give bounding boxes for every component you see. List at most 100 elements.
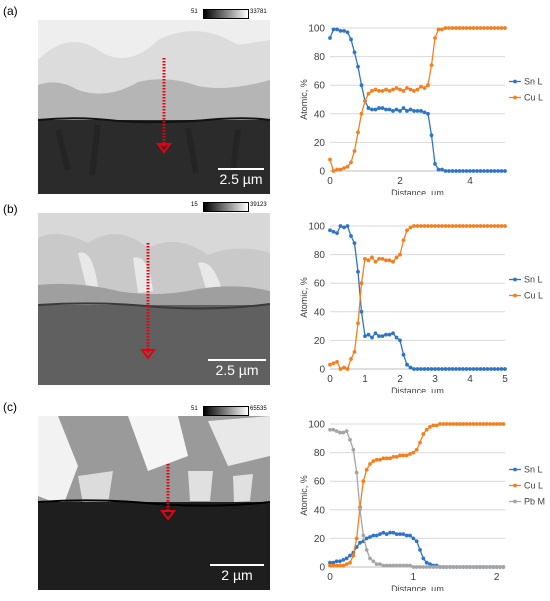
data-point [433,161,437,166]
data-point [471,367,476,371]
legend-marker [513,79,517,84]
data-point [454,224,458,228]
data-point [371,459,376,464]
data-point [373,107,378,112]
data-point [471,169,476,173]
data-point [335,167,339,172]
x-tick-label: 0 [327,374,333,385]
data-point [381,456,386,461]
data-point [349,357,353,361]
data-point [338,224,343,228]
data-point [422,86,427,90]
data-point [426,83,430,88]
data-point [484,422,489,426]
data-point [352,241,357,246]
data-point [354,536,359,541]
data-point [481,565,486,569]
data-point [359,309,364,314]
data-point [401,352,406,357]
legend-marker [513,467,517,472]
y-tick-label: 40 [314,109,326,120]
data-point [436,367,441,371]
data-point [440,167,444,172]
scale-bar: 2.5 µm [208,359,266,378]
data-point [458,565,462,569]
data-point [451,565,456,569]
data-point [434,423,439,428]
data-point [454,422,459,426]
data-point [351,553,356,558]
y-tick-label: 20 [314,138,326,149]
data-point [374,533,379,538]
data-point [492,367,497,371]
data-point [374,457,379,462]
data-point [503,367,507,371]
data-point [404,563,409,568]
data-point [335,27,339,32]
data-point [429,224,434,228]
data-point [461,367,465,371]
arrow-head [160,510,176,521]
data-point [335,231,339,236]
data-point [391,530,396,535]
data-point [328,563,332,568]
data-point [426,224,430,228]
data-point [454,565,459,569]
data-point [501,565,506,569]
data-point [503,224,507,228]
data-point [394,255,399,260]
data-point [348,560,352,565]
data-point [370,335,374,340]
data-point [494,422,499,426]
data-point [426,111,430,116]
data-point [454,26,458,30]
data-point [429,367,434,371]
data-point [358,507,362,512]
y-axis-label: Atomic, % [299,475,309,516]
data-point [482,367,486,371]
data-point [404,533,409,538]
data-point [478,565,482,569]
x-tick-label: 5 [502,374,508,385]
colorbar-max: 39123 [250,202,267,208]
data-point [412,109,416,113]
arrow-head [140,349,156,360]
colorbar-min: 51 [191,406,198,412]
data-point [366,106,371,110]
data-point [450,224,455,228]
data-point [444,565,449,569]
data-point [450,169,455,173]
data-point [328,228,332,233]
x-tick-label: 2 [494,572,500,583]
data-point [366,91,371,96]
data-point [414,565,419,569]
data-point [419,367,423,371]
data-point [352,149,357,153]
legend-label: Pb M [524,497,545,507]
data-point [368,462,372,466]
data-point [356,64,360,69]
data-point [457,367,462,371]
data-point [468,565,472,569]
data-point [401,453,406,458]
panel-c: (c) 51 65535 2 µm 0 20 40 60 80 100 0 1 2 Distanc… [0,396,550,591]
data-point [468,422,472,426]
x-tick-label: 0 [327,176,333,187]
data-point [394,335,399,340]
y-tick-label: 80 [314,448,326,459]
data-point [412,224,416,228]
data-point [373,259,378,264]
data-point [349,160,353,165]
data-point [464,367,469,371]
data-point [363,99,367,103]
data-point [380,256,385,261]
data-point [354,470,359,475]
scale-bar: 2.5 µm [218,168,264,187]
data-point [359,281,364,286]
data-point [374,562,379,567]
data-point [475,26,479,30]
series-line-sn-l [329,225,505,370]
panel-label: (b) [3,202,18,216]
data-point [356,269,360,274]
data-point [342,365,346,370]
